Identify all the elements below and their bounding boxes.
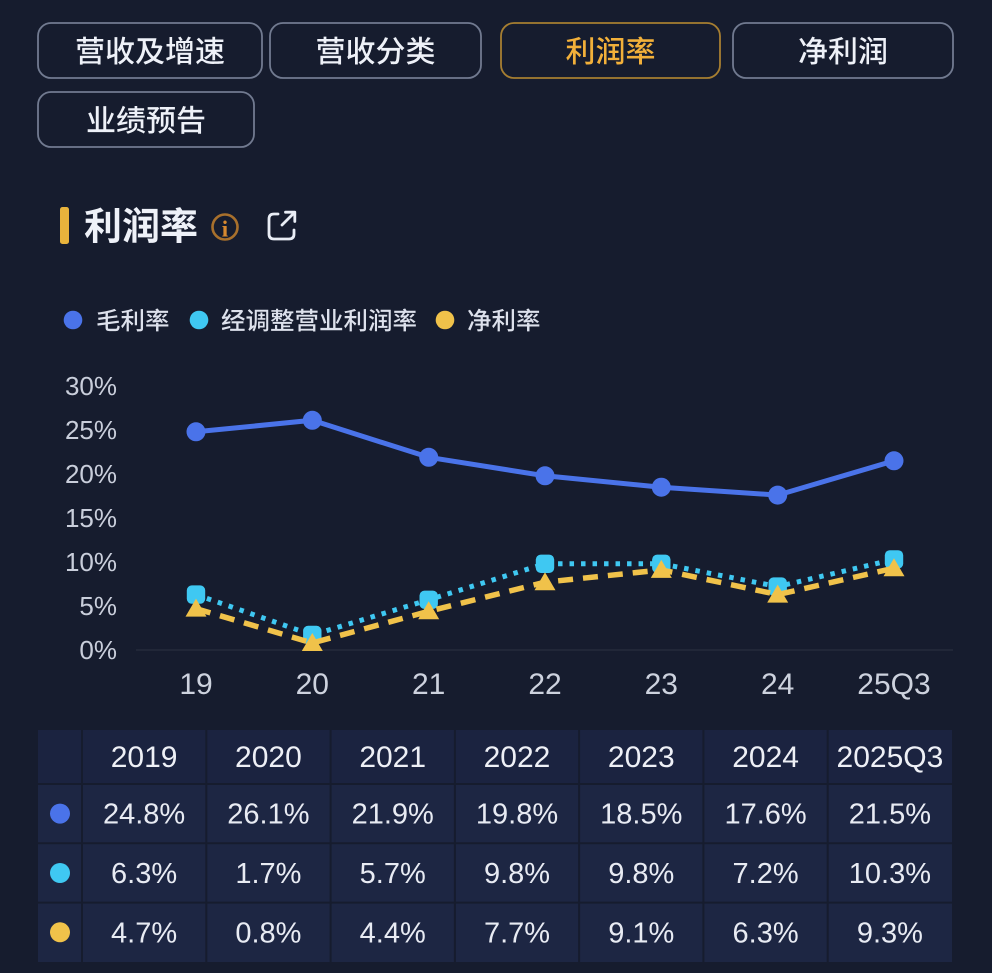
- svg-text:24: 24: [761, 668, 794, 701]
- svg-text:4.4%: 4.4%: [360, 917, 426, 949]
- svg-text:22: 22: [528, 668, 561, 701]
- svg-text:7.7%: 7.7%: [484, 917, 550, 949]
- svg-text:4.7%: 4.7%: [111, 917, 177, 949]
- svg-text:2024: 2024: [732, 741, 799, 774]
- svg-text:2021: 2021: [359, 741, 426, 774]
- svg-text:2022: 2022: [484, 741, 551, 774]
- svg-text:2020: 2020: [235, 741, 302, 774]
- svg-text:10.3%: 10.3%: [849, 858, 931, 890]
- svg-text:0%: 0%: [79, 635, 117, 665]
- svg-text:17.6%: 17.6%: [724, 799, 806, 831]
- svg-text:9.8%: 9.8%: [484, 858, 550, 890]
- svg-text:6.3%: 6.3%: [733, 917, 799, 949]
- svg-text:i: i: [222, 217, 229, 242]
- svg-text:21.5%: 21.5%: [849, 799, 931, 831]
- svg-text:21.9%: 21.9%: [352, 799, 434, 831]
- svg-text:7.2%: 7.2%: [733, 858, 799, 890]
- svg-text:19.8%: 19.8%: [476, 799, 558, 831]
- svg-text:25Q3: 25Q3: [857, 668, 930, 701]
- svg-text:23: 23: [645, 668, 678, 701]
- svg-text:19: 19: [179, 668, 212, 701]
- svg-text:2025Q3: 2025Q3: [837, 741, 944, 774]
- svg-text:18.5%: 18.5%: [600, 799, 682, 831]
- svg-text:2019: 2019: [111, 741, 178, 774]
- svg-text:20: 20: [296, 668, 329, 701]
- svg-text:5%: 5%: [79, 591, 117, 621]
- svg-text:10%: 10%: [65, 547, 117, 577]
- svg-text:25%: 25%: [65, 415, 117, 445]
- svg-text:5.7%: 5.7%: [360, 858, 426, 890]
- svg-text:20%: 20%: [65, 459, 117, 489]
- svg-text:0.8%: 0.8%: [235, 917, 301, 949]
- svg-text:9.8%: 9.8%: [608, 858, 674, 890]
- svg-text:26.1%: 26.1%: [227, 799, 309, 831]
- svg-text:21: 21: [412, 668, 445, 701]
- svg-text:30%: 30%: [65, 371, 117, 401]
- svg-text:24.8%: 24.8%: [103, 799, 185, 831]
- svg-text:2023: 2023: [608, 741, 675, 774]
- svg-text:9.3%: 9.3%: [857, 917, 923, 949]
- svg-text:1.7%: 1.7%: [235, 858, 301, 890]
- svg-text:9.1%: 9.1%: [608, 917, 674, 949]
- svg-text:15%: 15%: [65, 503, 117, 533]
- svg-text:6.3%: 6.3%: [111, 858, 177, 890]
